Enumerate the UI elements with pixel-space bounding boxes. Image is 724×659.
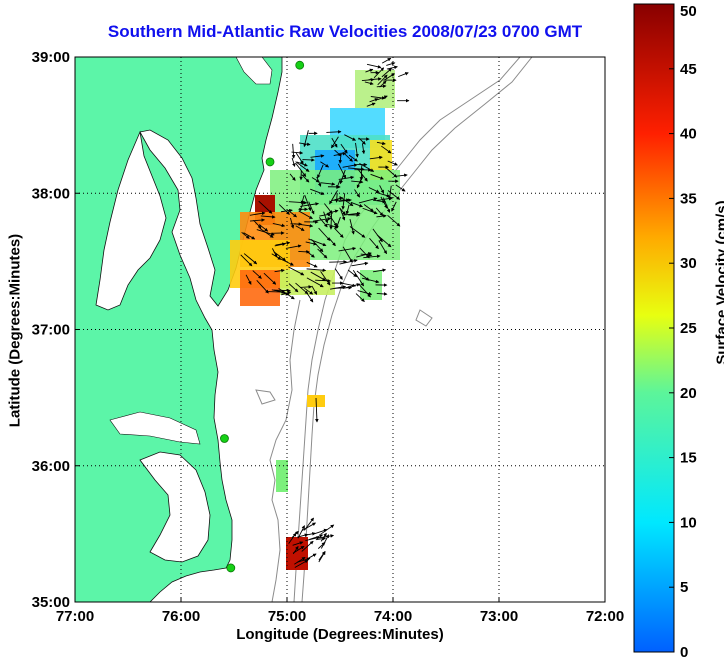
y-tick-label: 38:00: [32, 185, 70, 202]
colorbar-tick-label: 25: [680, 320, 697, 337]
pamlico-sound: [139, 451, 211, 563]
chart-title: Southern Mid-Atlantic Raw Velocities 200…: [107, 22, 583, 41]
velocity-arrows: [240, 57, 410, 568]
colorbar-ticks: 0 5 10 15 20 25 30 35 40 45 50: [669, 3, 697, 659]
albemarle-sound: [109, 411, 201, 445]
colorbar-tick-label: 5: [680, 579, 688, 596]
colorbar-tick-label: 30: [680, 255, 697, 272]
colorbar-tick-label: 10: [680, 514, 697, 531]
station-marker: [265, 157, 275, 167]
colorbar: [633, 3, 675, 653]
radar-stations: [220, 60, 305, 573]
x-tick-label: 75:00: [268, 608, 306, 625]
x-tick-label: 76:00: [162, 608, 200, 625]
colorbar-tick-label: 40: [680, 126, 697, 143]
colorbar-tick-label: 35: [680, 190, 697, 207]
bathymetry-contours: [255, 57, 533, 602]
station-marker: [220, 434, 229, 443]
y-axis: 35:00 36:00 37:00 38:00 39:00: [32, 49, 80, 611]
station-marker: [295, 60, 305, 70]
x-axis: 77:00 76:00 75:00 74:00 73:00 72:00: [56, 597, 624, 625]
y-tick-label: 37:00: [32, 322, 70, 339]
colorbar-tick-label: 50: [680, 3, 697, 20]
y-tick-label: 39:00: [32, 49, 70, 66]
x-axis-label: Longitude (Degrees:Minutes): [236, 626, 444, 643]
chesapeake-bay: [95, 130, 167, 311]
x-tick-label: 74:00: [374, 608, 412, 625]
colorbar-label: Surface Velocity (cm/s): [713, 200, 724, 365]
colorbar-tick-label: 0: [680, 644, 688, 659]
colorbar-tick-label: 15: [680, 450, 697, 467]
y-tick-label: 36:00: [32, 458, 70, 475]
x-tick-label: 73:00: [480, 608, 518, 625]
delaware-bay: [235, 57, 273, 85]
station-marker: [226, 563, 236, 573]
colorbar-tick-label: 45: [680, 61, 697, 78]
y-tick-label: 35:00: [32, 594, 70, 611]
x-tick-label: 77:00: [56, 608, 94, 625]
y-axis-label: Latitude (Degrees:Minutes): [6, 233, 24, 428]
x-tick-label: 72:00: [586, 608, 624, 625]
colorbar-tick-label: 20: [680, 385, 697, 402]
graticule: [75, 57, 605, 602]
